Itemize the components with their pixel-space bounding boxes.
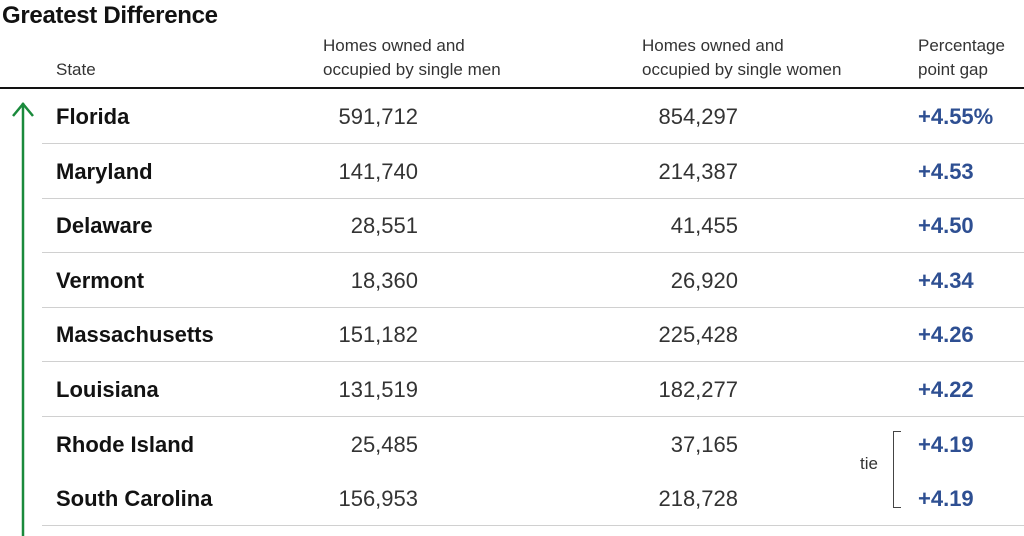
table-row: Maryland 141,740 214,387 +4.53: [0, 145, 1024, 199]
row-divider: [42, 416, 1024, 417]
state-cell: Louisiana: [56, 377, 159, 402]
single-men-cell: 151,182: [338, 322, 418, 348]
state-cell: Massachusetts: [56, 322, 214, 348]
single-women-cell: 225,428: [658, 322, 738, 348]
single-men-cell: 131,519: [338, 377, 418, 402]
point-gap-cell: +4.50: [918, 213, 974, 239]
row-divider: [42, 197, 1024, 199]
table-row: Florida 591,712 854,297 +4.55%: [0, 90, 1024, 144]
point-gap-cell: +4.19: [918, 431, 974, 457]
row-divider: [42, 525, 1024, 527]
single-men-cell: 18,360: [350, 267, 418, 293]
header-gap-line2: point gap: [918, 60, 988, 79]
state-cell: South Carolina: [56, 486, 213, 512]
row-divider: [42, 361, 1024, 363]
single-men-cell: 28,551: [350, 213, 418, 239]
table-row: South Carolina 156,953 218,728 +4.19: [0, 472, 1024, 527]
point-gap-cell: +4.34: [918, 267, 974, 293]
tie-label: tie: [860, 454, 878, 473]
header-point-gap: Percentage point gap: [918, 34, 1005, 82]
header-state: State: [56, 58, 96, 82]
header-rule: [0, 87, 1024, 89]
single-men-cell: 141,740: [338, 158, 418, 184]
point-gap-cell: +4.22: [918, 377, 974, 402]
state-cell: Rhode Island: [56, 431, 195, 457]
header-women-line1: Homes owned and: [642, 36, 784, 55]
table-row: Louisiana 131,519 182,277 +4.22: [0, 363, 1024, 417]
point-gap-cell: +4.55%: [918, 104, 994, 129]
tie-bracket: [893, 431, 901, 508]
single-women-cell: 41,455: [670, 213, 738, 239]
point-gap-cell: +4.53: [918, 158, 974, 184]
header-men-line1: Homes owned and: [323, 36, 465, 55]
point-gap-cell: +4.19: [918, 486, 974, 512]
header-single-women: Homes owned and occupied by single women: [642, 34, 841, 82]
single-women-cell: 37,165: [670, 431, 738, 457]
header-men-line2: occupied by single men: [323, 60, 501, 79]
table-row: Massachusetts 151,182 225,428 +4.26: [0, 308, 1024, 363]
state-cell: Maryland: [56, 158, 153, 184]
row-divider: [42, 306, 1024, 308]
table-title: Greatest Difference: [2, 2, 218, 29]
row-divider: [42, 252, 1024, 254]
state-cell: Delaware: [56, 213, 153, 239]
header-gap-line1: Percentage: [918, 36, 1005, 55]
up-arrow-icon: [12, 102, 34, 536]
single-women-cell: 26,920: [670, 267, 738, 293]
single-men-cell: 156,953: [338, 486, 418, 512]
single-men-cell: 25,485: [350, 431, 418, 457]
single-women-cell: 218,728: [658, 486, 738, 512]
table-row: Delaware 28,551 41,455 +4.50: [0, 199, 1024, 254]
state-cell: Vermont: [56, 267, 145, 293]
header-state-label: State: [56, 60, 96, 79]
point-gap-cell: +4.26: [918, 322, 974, 348]
table-row: Rhode Island 25,485 37,165 +4.19: [0, 418, 1024, 472]
header-single-men: Homes owned and occupied by single men: [323, 34, 501, 82]
state-cell: Florida: [56, 104, 130, 129]
row-divider: [42, 143, 1024, 144]
table-row: Vermont 18,360 26,920 +4.34: [0, 254, 1024, 308]
header-women-line2: occupied by single women: [642, 60, 842, 79]
single-women-cell: 214,387: [658, 158, 738, 184]
single-women-cell: 182,277: [658, 377, 738, 402]
single-women-cell: 854,297: [658, 104, 738, 129]
single-men-cell: 591,712: [338, 104, 418, 129]
